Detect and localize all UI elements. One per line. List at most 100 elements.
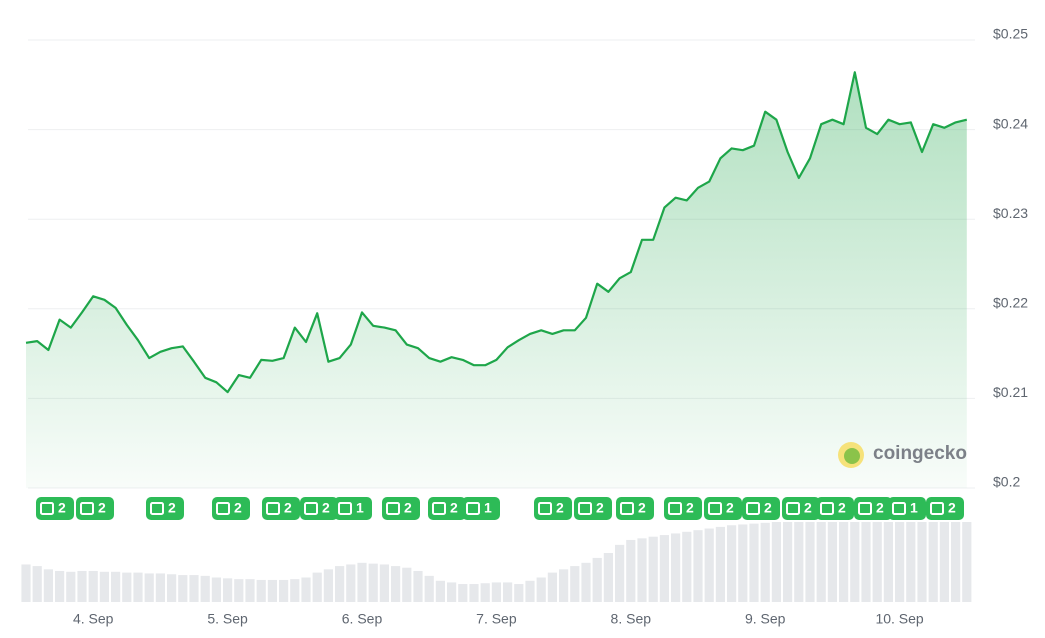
badge-icon (578, 502, 592, 515)
badge-count: 2 (638, 500, 646, 516)
volume-bar (200, 575, 210, 602)
volume-bar (178, 575, 188, 602)
x-tick-label: 9. Sep (745, 611, 786, 627)
volume-bar (816, 522, 826, 602)
y-tick-label: $0.21 (993, 384, 1028, 400)
news-badge: 2 (926, 497, 964, 520)
news-badge: 1 (888, 497, 926, 520)
badge-icon (746, 502, 760, 515)
volume-bar (917, 522, 927, 602)
volume-bar (514, 584, 524, 602)
badge-icon (216, 502, 230, 515)
volume-bar (861, 522, 871, 602)
badge-icon (892, 502, 906, 515)
news-badge: 2 (76, 497, 114, 520)
volume-bar (368, 563, 378, 602)
badge-count: 2 (686, 500, 694, 516)
volume-bar (939, 522, 949, 602)
badge-count: 2 (948, 500, 956, 516)
volume-bar (379, 564, 389, 602)
y-tick-label: $0.23 (993, 205, 1028, 221)
badge-count: 2 (284, 500, 292, 516)
news-badge: 2 (262, 497, 300, 520)
volume-bar (458, 584, 468, 602)
axes: $0.2 $0.21 $0.22 $0.23 $0.24 $0.25 4. Sep 5. Se… (73, 26, 1028, 627)
badge-icon (304, 502, 318, 515)
volume-bar (536, 577, 546, 602)
volume-bar (827, 522, 837, 602)
badge-count: 2 (168, 500, 176, 516)
volume-bar (491, 582, 501, 602)
volume-bar (167, 574, 177, 602)
volume-bar (659, 535, 669, 602)
volume-bar (469, 584, 479, 602)
volume-bar (738, 524, 748, 602)
badge-count: 2 (404, 500, 412, 516)
volume-bar (111, 571, 121, 602)
watermark-logo-inner (844, 448, 860, 464)
y-tick-label: $0.25 (993, 26, 1028, 42)
volume-bar (760, 522, 770, 602)
news-badge: 2 (300, 497, 338, 520)
volume-bar (704, 528, 714, 602)
volume-bar (637, 538, 647, 602)
volume-bar (727, 525, 737, 602)
volume-bar (805, 522, 815, 602)
news-badge: 2 (742, 497, 780, 520)
area (26, 72, 967, 489)
volume-bar (603, 553, 613, 602)
volume-bar (648, 536, 658, 602)
volume-bar (592, 557, 602, 602)
volume-bar (55, 570, 65, 602)
volume-bar (211, 577, 221, 602)
news-badge: 2 (816, 497, 854, 520)
badge-icon (858, 502, 872, 515)
news-badge: 2 (782, 497, 820, 520)
badge-count: 2 (234, 500, 242, 516)
badge-icon (40, 502, 54, 515)
volume-bar (357, 562, 367, 602)
badge-icon (386, 502, 400, 515)
news-badge: 2 (854, 497, 892, 520)
volume-bar (189, 575, 199, 602)
volume-bar (895, 522, 905, 602)
volume-bar (43, 569, 53, 602)
badge-icon (620, 502, 634, 515)
news-badge: 2 (534, 497, 572, 520)
badge-count: 2 (876, 500, 884, 516)
volume-bar (402, 567, 412, 602)
volume-bar (906, 522, 916, 602)
badge-icon (708, 502, 722, 515)
volume-bar (671, 533, 681, 602)
volume-bars (21, 522, 972, 602)
badge-count: 1 (910, 500, 918, 516)
volume-bar (951, 522, 961, 602)
volume-bar (883, 522, 893, 602)
volume-bar (279, 579, 289, 602)
badge-icon (432, 502, 446, 515)
volume-bar (928, 522, 938, 602)
news-badge: 2 (212, 497, 250, 520)
volume-bar (693, 530, 703, 602)
badge-icon (538, 502, 552, 515)
badge-icon (80, 502, 94, 515)
watermark-text: coingecko (873, 443, 967, 464)
volume-bar (749, 523, 759, 602)
badge-count: 2 (450, 500, 458, 516)
news-badge: 2 (616, 497, 654, 520)
volume-bar (77, 570, 87, 602)
volume-bar (245, 579, 255, 602)
volume-bar (323, 569, 333, 602)
volume-bar (301, 577, 311, 602)
badge-icon (150, 502, 164, 515)
volume-bar (570, 566, 580, 602)
news-badge: 2 (704, 497, 742, 520)
badge-count: 2 (596, 500, 604, 516)
price-line (25, 71, 968, 394)
volume-bar (626, 539, 636, 602)
volume-bar (682, 531, 692, 602)
volume-bar (783, 522, 793, 602)
volume-bar (66, 571, 76, 602)
volume-bar (21, 564, 31, 602)
news-badge: 2 (382, 497, 420, 520)
